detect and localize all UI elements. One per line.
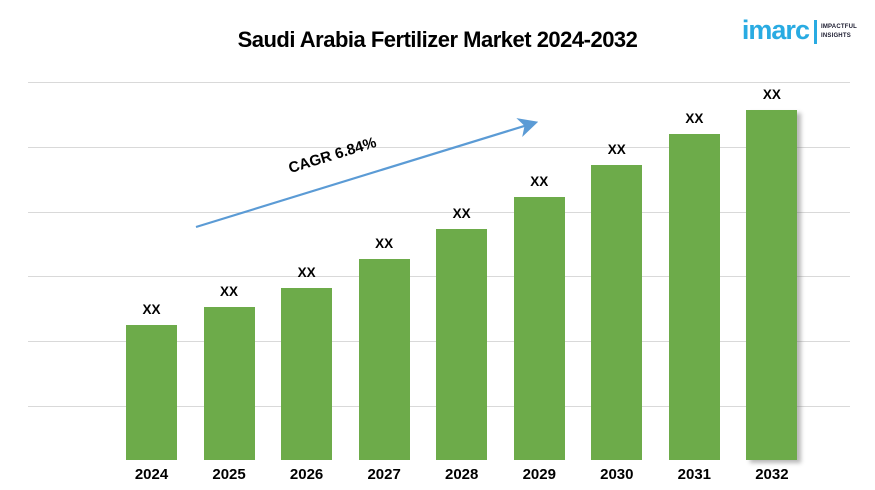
bar-2030 — [591, 165, 643, 460]
gridline — [28, 211, 850, 213]
chart-title: Saudi Arabia Fertilizer Market 2024-2032 — [237, 27, 638, 52]
x-axis-label-2026: 2026 — [289, 466, 324, 483]
logo-tagline: IMPACTFUL INSIGHTS — [821, 23, 857, 41]
bar-2024 — [126, 325, 177, 460]
gridline — [28, 82, 850, 83]
x-axis-label-2030: 2030 — [600, 466, 634, 483]
bar-2032 — [746, 110, 798, 460]
bar-value-label-2029: XX — [530, 174, 549, 189]
x-axis-label-2024: 2024 — [134, 466, 169, 483]
x-axis-label-2029: 2029 — [522, 466, 556, 483]
x-axis-label-2032: 2032 — [755, 466, 789, 483]
x-axis-label-2025: 2025 — [212, 466, 246, 483]
bar-value-label-2028: XX — [452, 206, 471, 221]
gridline — [28, 146, 850, 148]
bar-2026 — [281, 288, 333, 460]
imarc-logo: imarc IMPACTFUL INSIGHTS — [742, 16, 857, 44]
bar-2029 — [513, 197, 565, 460]
bar-2025 — [203, 307, 255, 460]
logo-separator-bar — [813, 20, 817, 44]
bar-value-label-2031: XX — [685, 111, 704, 126]
bar-value-label-2026: XX — [297, 265, 316, 280]
bar-value-label-2025: XX — [220, 284, 239, 299]
bar-2028 — [436, 229, 488, 460]
bar-value-label-2030: XX — [607, 142, 626, 157]
x-axis-label-2028: 2028 — [445, 466, 479, 483]
bar-2031 — [668, 134, 720, 460]
x-axis-label-2031: 2031 — [677, 466, 712, 483]
logo-tagline-line2: INSIGHTS — [820, 33, 851, 39]
imarc-logo-wordmark: imarc — [741, 14, 810, 45]
bar-value-label-2027: XX — [375, 236, 394, 251]
bar-2027 — [358, 259, 410, 460]
trend-arrow-icon — [195, 118, 539, 229]
bar-value-label-2032: XX — [762, 87, 781, 102]
bar-value-label-2024: XX — [142, 302, 161, 317]
x-axis-label-2027: 2027 — [367, 466, 401, 483]
logo-tagline-line1: IMPACTFUL — [820, 24, 857, 30]
